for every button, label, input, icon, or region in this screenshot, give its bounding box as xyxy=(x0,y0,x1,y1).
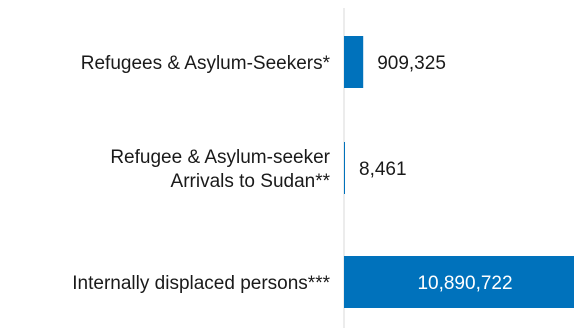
category-label-2: Internally displaced persons*** xyxy=(72,273,330,294)
category-label-line: Arrivals to Sudan** xyxy=(171,171,331,192)
value-label-1: 8,461 xyxy=(359,159,407,180)
bar-2 xyxy=(344,256,574,308)
category-label-0: Refugees & Asylum-Seekers* xyxy=(81,53,331,74)
category-label-line: Refugee & Asylum-seeker xyxy=(110,147,330,168)
category-label-line: Refugees & Asylum-Seekers* xyxy=(81,53,331,74)
value-labels-group: 909,325 8,461 10,890,722 xyxy=(359,53,513,294)
bars-group xyxy=(344,36,574,308)
bar-0 xyxy=(344,36,364,88)
category-labels-group: Refugees & Asylum-Seekers* Refugee & Asyl… xyxy=(72,53,330,294)
category-label-1: Refugee & Asylum-seeker Arrivals to Sudan… xyxy=(110,147,330,192)
category-label-line: Internally displaced persons*** xyxy=(72,273,330,294)
value-label-0: 909,325 xyxy=(377,53,446,74)
value-label-2: 10,890,722 xyxy=(417,273,512,294)
bar-1 xyxy=(344,142,345,194)
